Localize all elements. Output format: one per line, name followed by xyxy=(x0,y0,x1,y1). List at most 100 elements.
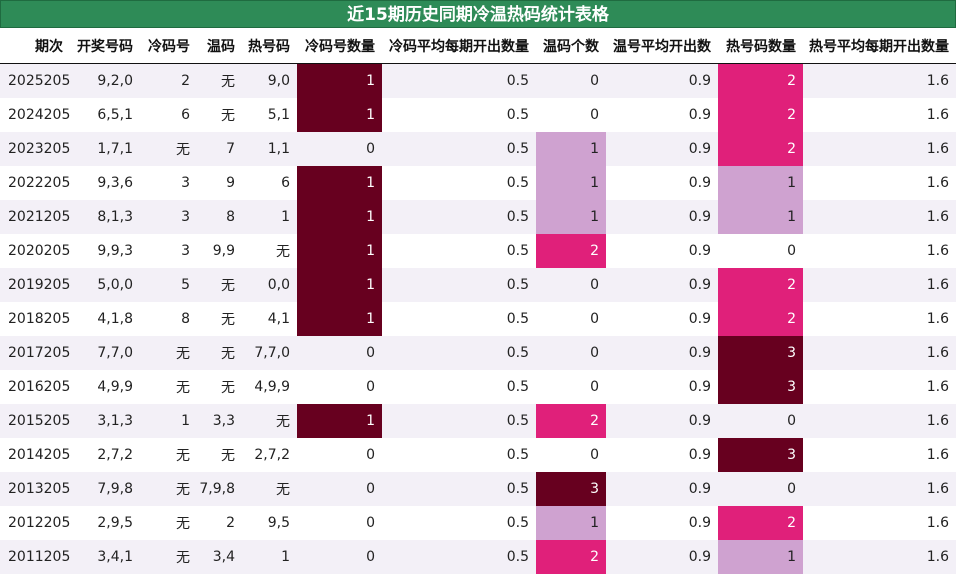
table-cell: 0.5 xyxy=(382,199,536,234)
table-cell: 1 xyxy=(297,97,382,132)
table-cell: 3 xyxy=(140,199,197,234)
col-header[interactable]: 温码个数 xyxy=(536,28,606,64)
table-cell: 8 xyxy=(197,199,242,234)
table-cell: 2 xyxy=(718,63,803,98)
col-header[interactable]: 温号平均开出数 xyxy=(606,28,718,64)
table-cell: 无 xyxy=(197,437,242,472)
table-cell: 2025205 xyxy=(0,63,70,98)
table-cell: 0.9 xyxy=(606,301,718,336)
table-cell: 0.5 xyxy=(382,403,536,438)
table-cell: 0.9 xyxy=(606,233,718,268)
table-cell: 0.9 xyxy=(606,335,718,370)
table-cell: 8,1,3 xyxy=(70,199,140,234)
table-cell: 无 xyxy=(140,335,197,370)
table-title: 近15期历史同期冷温热码统计表格 xyxy=(0,0,956,28)
stats-table: 期次 开奖号码 冷码号 温码 热号码 冷码号数量 冷码平均每期开出数量 温码个数… xyxy=(0,28,956,574)
table-cell: 0.5 xyxy=(382,301,536,336)
table-cell: 1 xyxy=(536,199,606,234)
table-cell: 5,0,0 xyxy=(70,267,140,302)
table-cell: 2 xyxy=(197,505,242,540)
table-cell: 3 xyxy=(718,335,803,370)
table-cell: 无 xyxy=(140,471,197,506)
table-cell: 0 xyxy=(718,471,803,506)
table-cell: 0.5 xyxy=(382,471,536,506)
table-cell: 1 xyxy=(297,199,382,234)
table-cell: 2018205 xyxy=(0,301,70,336)
table-cell: 0.5 xyxy=(382,233,536,268)
table-cell: 1 xyxy=(536,165,606,200)
table-cell: 无 xyxy=(140,437,197,472)
table-cell: 2013205 xyxy=(0,471,70,506)
table-cell: 0 xyxy=(297,131,382,166)
table-cell: 6 xyxy=(140,97,197,132)
table-cell: 8 xyxy=(140,301,197,336)
table-cell: 0.5 xyxy=(382,437,536,472)
col-header[interactable]: 期次 xyxy=(0,28,70,64)
table-cell: 9,2,0 xyxy=(70,63,140,98)
table-row: 2018205 4,1,8 8 无 4,1 1 0.5 0 0.9 2 1.6 xyxy=(0,301,956,336)
table-row: 2016205 4,9,9 无无 4,9,9 0 0.5 0 0.9 3 1.6 xyxy=(0,369,956,404)
table-cell: 1,1 xyxy=(242,131,297,166)
table-cell: 5 xyxy=(140,267,197,302)
table-cell: 1.6 xyxy=(803,97,956,132)
table-cell: 5,1 xyxy=(242,97,297,132)
table-cell: 1.6 xyxy=(803,335,956,370)
table-cell: 0.9 xyxy=(606,403,718,438)
table-cell: 7,7,0 xyxy=(70,335,140,370)
table-cell: 2023205 xyxy=(0,131,70,166)
table-cell: 2 xyxy=(718,301,803,336)
table-cell: 3,4,1 xyxy=(70,539,140,574)
table-cell: 1.6 xyxy=(803,199,956,234)
table-cell: 3 xyxy=(718,369,803,404)
table-cell: 无 xyxy=(242,403,297,438)
col-header[interactable]: 热号码 xyxy=(242,28,297,64)
table-cell: 无 xyxy=(140,131,197,166)
table-cell: 1 xyxy=(297,63,382,98)
table-cell: 9 xyxy=(197,165,242,200)
table-cell: 1.6 xyxy=(803,505,956,540)
table-cell: 0 xyxy=(297,505,382,540)
col-header[interactable]: 冷码号数量 xyxy=(297,28,382,64)
table-row: 2014205 2,7,2 无无 2,7,2 0 0.5 0 0.9 3 1.6 xyxy=(0,437,956,472)
table-cell: 2,9,5 xyxy=(70,505,140,540)
table-cell: 3 xyxy=(536,471,606,506)
col-header[interactable]: 开奖号码 xyxy=(70,28,140,64)
col-header[interactable]: 冷码平均每期开出数量 xyxy=(382,28,536,64)
table-cell: 1.6 xyxy=(803,267,956,302)
col-header[interactable]: 冷码号 xyxy=(140,28,197,64)
table-cell: 0 xyxy=(536,369,606,404)
table-cell: 2 xyxy=(536,403,606,438)
table-cell: 1 xyxy=(297,301,382,336)
table-cell: 3,1,3 xyxy=(70,403,140,438)
table-cell: 0.9 xyxy=(606,165,718,200)
table-cell: 无 xyxy=(197,301,242,336)
table-cell: 0.9 xyxy=(606,63,718,98)
table-cell: 无 xyxy=(197,97,242,132)
table-cell: 0.5 xyxy=(382,369,536,404)
table-cell: 2024205 xyxy=(0,97,70,132)
table-cell: 9,5 xyxy=(242,505,297,540)
table-cell: 9,0 xyxy=(242,63,297,98)
table-cell: 1 xyxy=(242,539,297,574)
table-cell: 1,7,1 xyxy=(70,131,140,166)
table-cell: 0 xyxy=(297,437,382,472)
table-cell: 0 xyxy=(297,369,382,404)
table-cell: 2014205 xyxy=(0,437,70,472)
table-cell: 6 xyxy=(242,165,297,200)
col-header[interactable]: 热号码数量 xyxy=(718,28,803,64)
table-row: 2017205 7,7,0 无无 7,7,0 0 0.5 0 0.9 3 1.6 xyxy=(0,335,956,370)
table-cell: 0.9 xyxy=(606,131,718,166)
table-cell: 1 xyxy=(718,199,803,234)
table-cell: 3 xyxy=(140,165,197,200)
table-cell: 0.9 xyxy=(606,505,718,540)
table-cell: 0.9 xyxy=(606,199,718,234)
table-cell: 1 xyxy=(536,505,606,540)
table-row: 2013205 7,9,8 无 7,9,8 无 0 0.5 3 0.9 0 1.6 xyxy=(0,471,956,506)
table-cell: 1 xyxy=(140,403,197,438)
col-header[interactable]: 温码 xyxy=(197,28,242,64)
col-header[interactable]: 热号平均每期开出数量 xyxy=(803,28,956,64)
table-cell: 1 xyxy=(242,199,297,234)
table-cell: 无 xyxy=(197,63,242,98)
table-cell: 1 xyxy=(718,165,803,200)
table-row: 2019205 5,0,0 5 无 0,0 1 0.5 0 0.9 2 1.6 xyxy=(0,267,956,302)
